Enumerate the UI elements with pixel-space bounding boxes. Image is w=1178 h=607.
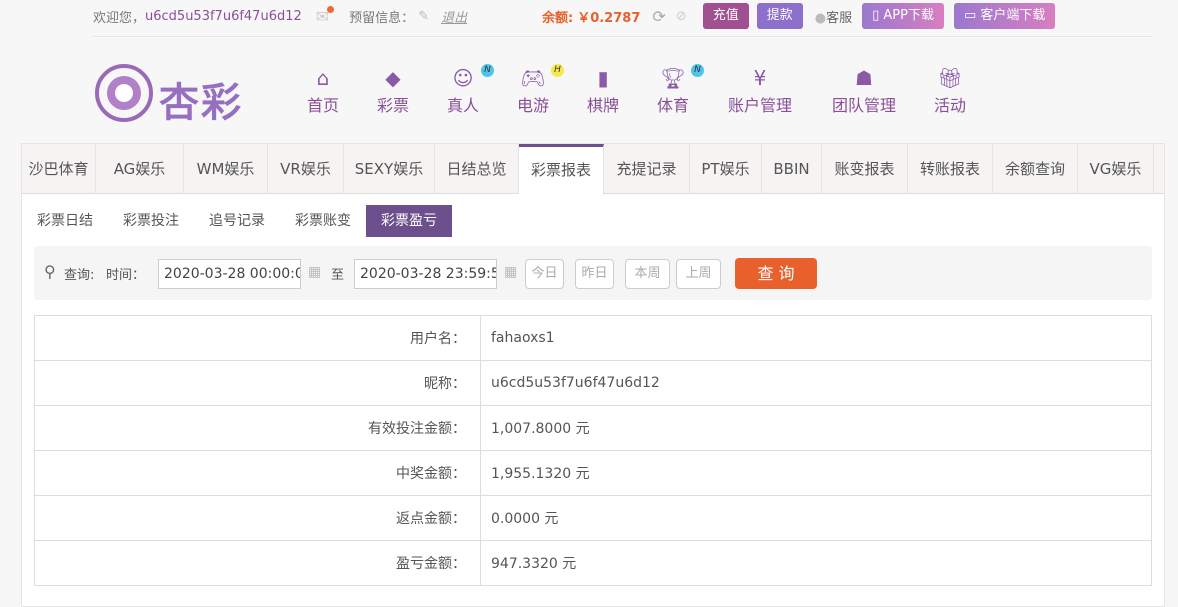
logo[interactable]: 杏彩 [93, 62, 248, 126]
top-bar-left: 欢迎您， u6cd5u53f7u6f47u6d12 ✉ 预留信息： ✎ 退出 [93, 0, 467, 32]
tab-vr[interactable]: VR娱乐 [268, 144, 344, 194]
nav-sports[interactable]: 🏆︎ N 体育 [656, 64, 704, 116]
table-row: 返点金额： 0.0000 元 [34, 495, 1152, 541]
live-dealer-icon: ☺ [452, 66, 474, 90]
end-time-input[interactable]: 2020-03-28 23:59:59 [354, 259, 497, 289]
monitor-icon: ▭ [963, 8, 981, 23]
team-icon: ☗ [855, 66, 873, 90]
gift-icon: 🎁︎ [937, 66, 963, 90]
search-icon: ⚲ [44, 262, 56, 281]
subtab-lottery-bets[interactable]: 彩票投注 [123, 213, 179, 229]
row-value: 0.0000 元 [480, 495, 1152, 541]
yesterday-button[interactable]: 昨日 [575, 259, 614, 289]
yen-coin-icon: ¥ [753, 66, 767, 90]
to-label: 至 [331, 268, 345, 283]
time-label: 时间： [106, 268, 146, 283]
hot-badge: H [551, 64, 564, 77]
tab-lottery-report[interactable]: 彩票报表 [519, 144, 604, 195]
lottery-icon: ◆ [385, 66, 401, 90]
logout-link[interactable]: 退出 [441, 10, 468, 26]
hide-balance-icon[interactable]: ⊘ [675, 8, 687, 24]
row-label: 昵称： [34, 360, 481, 406]
tab-pt[interactable]: PT娱乐 [690, 144, 762, 194]
today-button[interactable]: 今日 [525, 259, 564, 289]
nav-chess[interactable]: ▮ 棋牌 [586, 66, 619, 115]
row-value: fahaoxs1 [480, 315, 1152, 361]
tab-balance-query[interactable]: 余额查询 [993, 144, 1078, 194]
logo-text: 杏彩 [159, 80, 243, 126]
row-value: 947.3320 元 [480, 540, 1152, 586]
calendar-icon[interactable]: ▦ [504, 264, 518, 280]
row-value: u6cd5u53f7u6f47u6d12 [480, 360, 1152, 406]
mail-icon[interactable]: ✉ [316, 5, 335, 26]
tab-saba-sports[interactable]: 沙巴体育 [22, 144, 96, 194]
start-time-input[interactable]: 2020-03-28 00:00:00 [158, 259, 301, 289]
profit-table: 用户名： fahaoxs1 昵称： u6cd5u53f7u6f47u6d12 有效投… [34, 315, 1152, 586]
welcome-text: 欢迎您， [93, 10, 146, 26]
tab-sexy[interactable]: SEXY娱乐 [344, 144, 435, 194]
cards-icon: ▮ [597, 66, 609, 90]
gamepad-icon: 🎮︎ [520, 66, 546, 90]
subtab-chase-records[interactable]: 追号记录 [209, 213, 265, 229]
tab-daily-overview[interactable]: 日结总览 [435, 144, 519, 194]
withdraw-button[interactable]: 提款 [756, 3, 803, 29]
tab-vg[interactable]: VG娱乐 [1078, 144, 1154, 194]
search-bar: ⚲ 查询: 时间： 2020-03-28 00:00:00 ▦ 至 2020-0… [34, 246, 1152, 300]
recharge-button[interactable]: 充值 [702, 3, 749, 29]
row-label: 中奖金额： [34, 450, 481, 496]
nav-activity[interactable]: 🎁︎ 活动 [933, 66, 966, 115]
tab-wm[interactable]: WM娱乐 [184, 144, 268, 194]
this-week-button[interactable]: 本周 [625, 259, 670, 289]
row-label: 有效投注金额： [34, 405, 481, 451]
calendar-icon[interactable]: ▦ [308, 264, 322, 280]
row-value: 1,955.1320 元 [480, 450, 1152, 496]
tab-ag[interactable]: AG娱乐 [96, 144, 184, 194]
table-row: 昵称： u6cd5u53f7u6f47u6d12 [34, 360, 1152, 406]
nav-lottery[interactable]: ◆ 彩票 [376, 66, 409, 115]
app-download-button[interactable]: ▯ APP下载 [862, 3, 944, 29]
balance-value: ￥0.2787 [577, 10, 641, 26]
subtab-lottery-account-change[interactable]: 彩票账变 [295, 213, 351, 229]
row-value: 1,007.8000 元 [480, 405, 1152, 451]
nav-home[interactable]: ⌂ 首页 [306, 66, 339, 115]
nav-egame[interactable]: 🎮︎ H 电游 [516, 64, 564, 116]
table-row: 盈亏金额： 947.3320 元 [34, 540, 1152, 586]
report-panel: 沙巴体育 AG娱乐 WM娱乐 VR娱乐 SEXY娱乐 日结总览 彩票报表 充提记… [21, 143, 1165, 607]
tab-bbin[interactable]: BBIN [762, 144, 822, 194]
top-bar-right: 余额: ￥0.2787 ⟳ ⊘ 充值 提款 ●客服 ▯ APP下载 ▭ 客户端下… [542, 0, 1056, 32]
table-row: 中奖金额： 1,955.1320 元 [34, 450, 1152, 496]
service-icon: ● [814, 10, 827, 26]
username: u6cd5u53f7u6f47u6d12 [145, 8, 302, 24]
subtab-lottery-profit[interactable]: 彩票盈亏 [366, 205, 452, 237]
divider [93, 36, 1153, 37]
row-label: 用户名： [34, 315, 481, 361]
query-label: 查询: [64, 268, 95, 283]
nav-live[interactable]: ☺ N 真人 [446, 64, 494, 116]
query-button[interactable]: 查 询 [735, 258, 817, 289]
logo-emblem-icon [95, 64, 153, 122]
tab-transfer-report[interactable]: 转账报表 [908, 144, 993, 194]
edit-icon[interactable]: ✎ [418, 8, 430, 24]
row-label: 返点金额： [34, 495, 481, 541]
client-download-button[interactable]: ▭ 客户端下载 [953, 3, 1056, 29]
table-row: 用户名： fahaoxs1 [34, 315, 1152, 361]
nav-account[interactable]: ¥ 账户管理 [727, 66, 792, 115]
last-week-button[interactable]: 上周 [676, 259, 721, 289]
nav-team[interactable]: ☗ 团队管理 [831, 66, 896, 115]
tab-account-change[interactable]: 账变报表 [822, 144, 908, 194]
subtab-lottery-daily[interactable]: 彩票日结 [37, 213, 93, 229]
new-badge: N [691, 64, 704, 77]
row-label: 盈亏金额： [34, 540, 481, 586]
table-row: 有效投注金额： 1,007.8000 元 [34, 405, 1152, 451]
report-tabs: 沙巴体育 AG娱乐 WM娱乐 VR娱乐 SEXY娱乐 日结总览 彩票报表 充提记… [22, 144, 1164, 195]
trophy-icon: 🏆︎ [660, 66, 686, 90]
tab-deposit-withdraw[interactable]: 充提记录 [604, 144, 690, 194]
home-icon: ⌂ [316, 66, 330, 90]
new-badge: N [481, 64, 494, 77]
refresh-icon[interactable]: ⟳ [652, 6, 666, 26]
customer-service-link[interactable]: ●客服 [814, 10, 853, 26]
phone-icon: ▯ [872, 8, 884, 23]
reserved-info-label: 预留信息： [349, 10, 415, 26]
balance-label: 余额: [542, 10, 574, 26]
